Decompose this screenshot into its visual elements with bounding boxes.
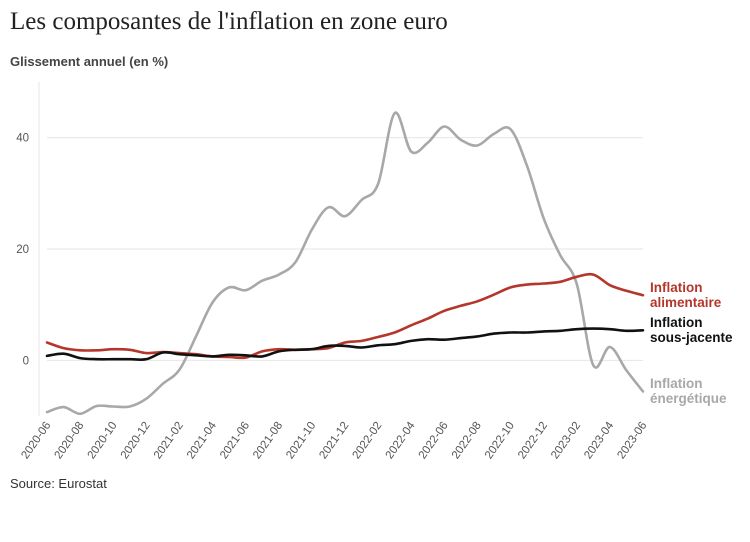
x-tick-label: 2022-08	[450, 420, 484, 461]
x-tick-label: 2023-06	[615, 420, 649, 461]
x-tick-label: 2021-10	[284, 420, 318, 461]
series-line-alimentaire	[45, 272, 645, 360]
y-tick-label: 40	[16, 133, 29, 145]
y-tick-label: 20	[16, 244, 29, 256]
x-tick-label: 2020-08	[53, 420, 87, 461]
series-line-energetique	[45, 111, 645, 416]
x-tick-label: 2023-04	[582, 419, 616, 461]
x-tick-label: 2022-06	[417, 420, 451, 461]
x-tick-label: 2021-02	[152, 420, 186, 461]
source-note: Source: Eurostat	[10, 476, 107, 491]
x-tick-label: 2022-10	[483, 420, 517, 461]
x-tick-label: 2021-12	[317, 420, 351, 461]
y-axis-label: Glissement annuel (en %)	[10, 54, 169, 69]
series-line-sous-jacente	[45, 327, 645, 361]
series-label-alimentaire: Inflation alimentaire	[650, 280, 722, 310]
x-tick-label: 2021-06	[218, 420, 252, 461]
x-tick-label: 2020-12	[119, 420, 153, 461]
y-tick-label: 0	[23, 355, 29, 367]
x-tick-label: 2022-12	[516, 420, 550, 461]
y-axis-ticks: 0 20 40	[16, 133, 29, 368]
x-tick-label: 2023-02	[549, 420, 583, 461]
x-tick-label: 2020-06	[19, 420, 53, 461]
series-lines	[45, 111, 645, 416]
x-tick-label: 2021-08	[251, 420, 285, 461]
x-tick-label: 2022-04	[384, 419, 418, 461]
x-tick-label: 2020-10	[86, 420, 120, 461]
x-tick-label: 2021-04	[185, 419, 219, 461]
x-axis-ticks: 2020-06 2020-08 2020-10 2020-12 2021-02 2021-…	[19, 419, 649, 461]
series-label-sous-jacente: Inflation sous-jacente	[650, 315, 733, 345]
x-tick-label: 2022-02	[351, 420, 385, 461]
chart-title: Les composantes de l'inflation en zone e…	[10, 8, 448, 35]
grid-lines	[38, 82, 643, 416]
series-label-energetique: Inflation énergétique	[650, 376, 727, 406]
